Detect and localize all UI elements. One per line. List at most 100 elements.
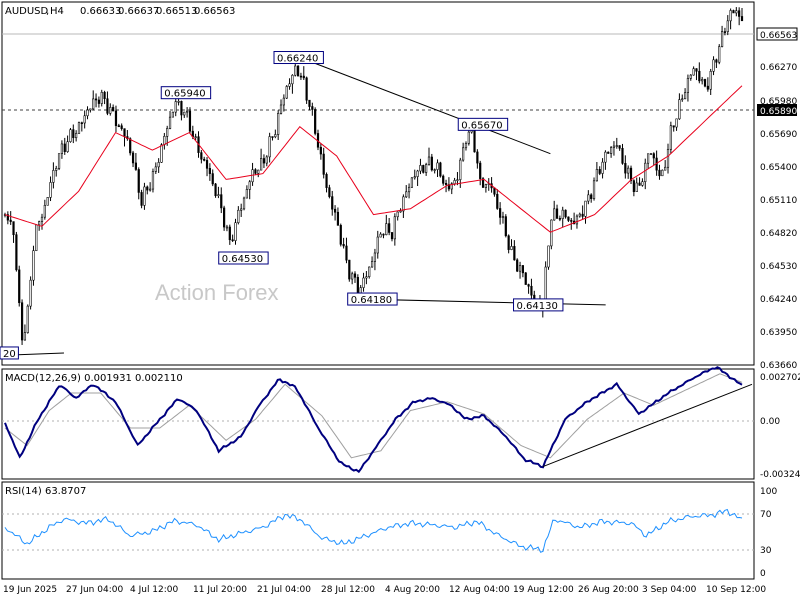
candle-body bbox=[345, 245, 348, 261]
candle-body bbox=[183, 111, 186, 116]
candle bbox=[268, 132, 271, 163]
candle-body bbox=[302, 75, 305, 79]
candle-body bbox=[373, 252, 377, 262]
watermark: Action Forex bbox=[155, 280, 279, 305]
candle bbox=[675, 118, 678, 131]
candle bbox=[146, 185, 149, 195]
candle bbox=[379, 232, 382, 238]
candle bbox=[140, 189, 143, 209]
macd-trendline bbox=[542, 383, 753, 467]
time-axis-label: 26 Aug 20:00 bbox=[578, 585, 639, 595]
candle-body bbox=[726, 20, 729, 32]
candle bbox=[484, 183, 487, 193]
price-axis-label: 0.64820 bbox=[760, 229, 797, 239]
candle-body bbox=[140, 192, 143, 206]
candle bbox=[604, 150, 607, 170]
price-axis: 0.66563 0.66270 0.65980 0.65890 0.65690 … bbox=[756, 27, 798, 371]
candle-body bbox=[271, 136, 274, 138]
candle bbox=[624, 155, 627, 179]
candle-body bbox=[265, 156, 268, 164]
candle bbox=[726, 15, 729, 36]
price-annotation-label: 0.64180 bbox=[351, 295, 392, 306]
price-annotation-label: 20 bbox=[3, 349, 16, 360]
candle bbox=[385, 214, 388, 236]
candle-body bbox=[151, 171, 155, 190]
candle bbox=[100, 89, 103, 107]
candle-body bbox=[632, 180, 635, 192]
candle-body bbox=[481, 178, 485, 188]
candle bbox=[584, 200, 587, 224]
chart-header: AUDUSD , H4 0.66633 0.66637 0.66513 0.66… bbox=[5, 6, 235, 17]
candle bbox=[72, 124, 75, 144]
comma-sep: , bbox=[46, 6, 49, 17]
candle bbox=[57, 153, 61, 171]
candle-body bbox=[171, 111, 174, 118]
candle bbox=[496, 189, 499, 210]
candle bbox=[174, 96, 177, 117]
candle bbox=[410, 177, 414, 188]
candle-body bbox=[740, 16, 744, 22]
candle bbox=[362, 272, 365, 292]
candle bbox=[242, 196, 246, 211]
candle-body bbox=[225, 226, 229, 229]
candle-body bbox=[6, 214, 9, 221]
candle bbox=[701, 76, 704, 85]
candle bbox=[686, 74, 690, 102]
price-axis-label: 0.65400 bbox=[760, 163, 797, 173]
candle-body bbox=[604, 151, 607, 163]
candle bbox=[49, 176, 52, 202]
candle bbox=[282, 94, 285, 112]
candle-body bbox=[72, 129, 75, 139]
candle-body bbox=[444, 183, 448, 185]
candle-body bbox=[351, 273, 354, 280]
candle-body bbox=[689, 74, 692, 79]
macd-axis-label: 0.002702 bbox=[760, 373, 800, 383]
candle-body bbox=[567, 216, 570, 221]
candle bbox=[63, 137, 66, 155]
candle bbox=[129, 137, 132, 156]
candle bbox=[530, 278, 533, 299]
candle-body bbox=[245, 189, 248, 199]
candle bbox=[501, 211, 505, 224]
candle-body bbox=[601, 161, 604, 174]
price-annotation: 0.65670 bbox=[457, 117, 509, 131]
price-axis-tick: 0.65890 bbox=[757, 104, 797, 117]
candle-body bbox=[254, 169, 257, 174]
candle bbox=[240, 203, 243, 217]
price-annotation: 0.64130 bbox=[513, 298, 564, 312]
candle-body bbox=[379, 233, 382, 238]
candle bbox=[521, 265, 524, 278]
candle bbox=[481, 177, 485, 188]
candle-body bbox=[100, 91, 103, 104]
candle-body bbox=[217, 194, 220, 197]
candle-body bbox=[422, 165, 425, 173]
candle bbox=[262, 154, 266, 169]
candle-body bbox=[240, 208, 243, 211]
candle-body bbox=[339, 225, 342, 245]
candle bbox=[186, 107, 189, 118]
candle-body bbox=[462, 147, 465, 161]
candle bbox=[69, 127, 72, 143]
macd-title: MACD(12,26,9) 0.001931 0.002110 bbox=[5, 373, 183, 384]
candle-body bbox=[257, 169, 260, 174]
time-axis-label: 4 Jul 12:00 bbox=[130, 585, 179, 595]
candle-body bbox=[550, 219, 553, 247]
candle-body bbox=[658, 169, 661, 177]
symbol-label: AUDUSD bbox=[5, 6, 49, 17]
candle bbox=[683, 88, 687, 100]
macd-line bbox=[4, 366, 743, 474]
price-pane-frame bbox=[1, 1, 755, 366]
candle bbox=[578, 212, 581, 218]
candle-body bbox=[618, 145, 621, 149]
candle bbox=[621, 143, 624, 165]
candle bbox=[439, 161, 442, 178]
candle bbox=[373, 248, 377, 271]
candle bbox=[513, 240, 516, 261]
candle-body bbox=[558, 218, 561, 220]
candle bbox=[231, 234, 234, 243]
candle-body bbox=[180, 101, 183, 116]
candle bbox=[632, 179, 635, 197]
candle bbox=[223, 205, 226, 231]
candle-body bbox=[97, 99, 101, 104]
candle bbox=[473, 128, 476, 153]
